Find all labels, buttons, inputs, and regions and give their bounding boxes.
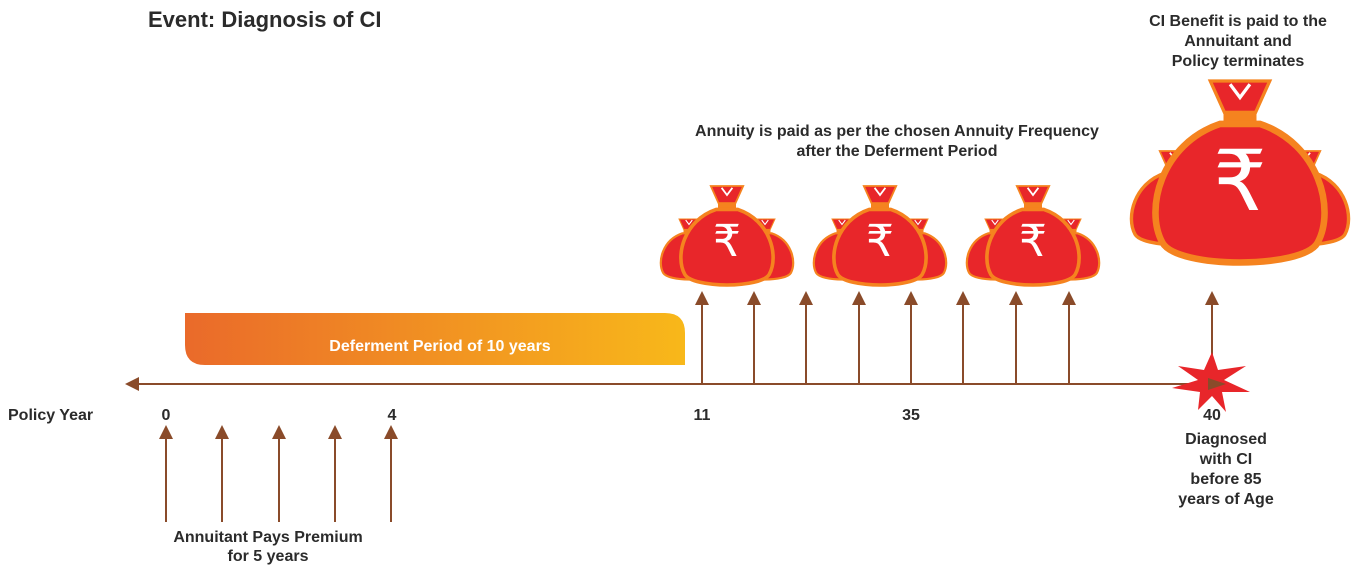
premium-arrows	[159, 425, 398, 522]
note-line: before 85	[1190, 471, 1261, 488]
deferment-label: Deferment Period of 10 years	[329, 338, 551, 355]
note-line: for 5 years	[228, 548, 309, 565]
diagnosed-note: Diagnosed with CI before 85 years of Age	[1178, 431, 1274, 508]
note-line: Annuity is paid as per the chosen Annuit…	[695, 123, 1099, 140]
annuity-note: Annuity is paid as per the chosen Annuit…	[695, 123, 1099, 160]
title: Event: Diagnosis of CI	[148, 7, 381, 32]
benefit-note: CI Benefit is paid to the Annuitant and …	[1149, 13, 1327, 70]
deferment-bar	[185, 313, 685, 365]
note-line: Policy terminates	[1172, 53, 1305, 70]
note-line: CI Benefit is paid to the	[1149, 13, 1327, 30]
bag-symbol: ₹	[713, 217, 741, 266]
tick-label: 11	[694, 407, 711, 424]
tick-label: 4	[388, 407, 397, 424]
note-line: Diagnosed	[1185, 431, 1267, 448]
annuity-arrows	[695, 291, 1219, 384]
big-bag-group: ₹	[1129, 81, 1351, 263]
bag-symbol: ₹	[1019, 217, 1047, 266]
note-line: after the Deferment Period	[797, 143, 998, 160]
note-line: Annuitant Pays Premium	[173, 529, 362, 546]
bag-symbol: ₹	[866, 217, 894, 266]
note-line: with CI	[1199, 451, 1252, 468]
note-line: years of Age	[1178, 491, 1274, 508]
bag-group: ₹	[812, 184, 948, 287]
note-line: Annuitant and	[1184, 33, 1292, 50]
tick-label: 35	[902, 407, 920, 424]
bag-group: ₹	[659, 184, 795, 287]
year-ticks: 0 4 11 35 40	[162, 407, 1221, 424]
premium-note: Annuitant Pays Premium for 5 years	[173, 529, 362, 565]
axis-label: Policy Year	[8, 407, 93, 424]
bag-group: ₹	[965, 184, 1101, 287]
tick-label: 0	[162, 407, 171, 424]
tick-label: 40	[1203, 407, 1221, 424]
bag-symbol: ₹	[1213, 134, 1266, 228]
